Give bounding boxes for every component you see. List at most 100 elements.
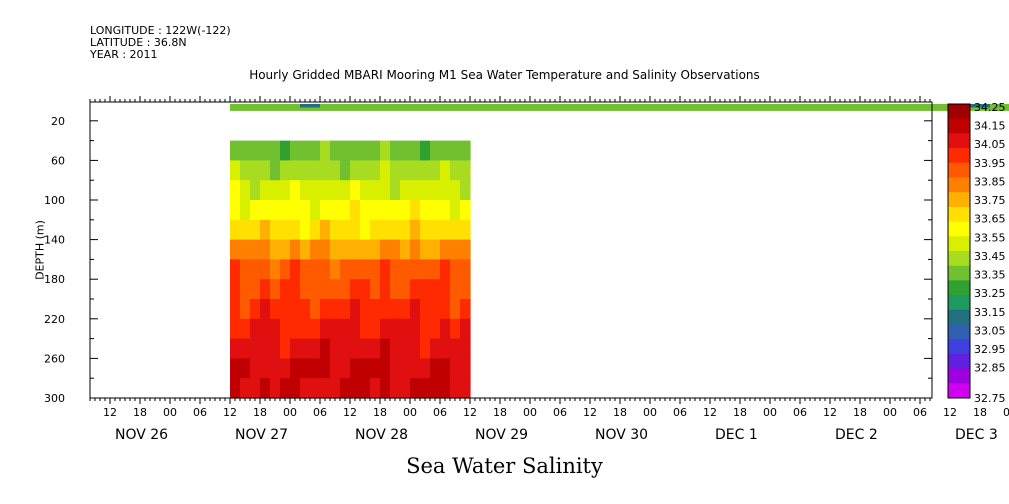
salinity-cell [360, 140, 371, 162]
salinity-cell [440, 358, 451, 379]
salinity-cell [430, 259, 441, 280]
salinity-cell [420, 318, 431, 340]
salinity-cell [270, 259, 281, 280]
salinity-cell [260, 200, 271, 221]
year-label: YEAR : 2011 [90, 48, 158, 61]
salinity-cell [230, 140, 241, 162]
salinity-cell [230, 358, 241, 379]
salinity-cell [310, 219, 321, 241]
salinity-cell [310, 279, 321, 300]
colorbar-swatch [948, 383, 970, 399]
salinity-cell [400, 279, 411, 300]
salinity-cell [230, 259, 241, 280]
salinity-cell [290, 180, 301, 201]
salinity-cell [390, 358, 401, 379]
x-hour-label: 00 [883, 406, 897, 419]
y-tick-label: 140 [44, 234, 65, 247]
salinity-cell [320, 279, 331, 300]
salinity-cell [350, 318, 361, 340]
salinity-cell [410, 239, 421, 261]
y-tick-label: 60 [51, 154, 65, 167]
salinity-cell [240, 338, 251, 360]
salinity-cell [390, 200, 401, 221]
salinity-cell [380, 338, 391, 360]
salinity-cell [360, 358, 371, 379]
salinity-cell [330, 140, 341, 162]
salinity-cell [420, 239, 431, 261]
salinity-cell [300, 338, 311, 360]
salinity-cell [330, 219, 341, 241]
colorbar-label: 33.65 [974, 213, 1006, 226]
salinity-cell [370, 200, 381, 221]
colorbar-swatch [948, 118, 970, 134]
salinity-cell [450, 299, 461, 320]
salinity-cell [450, 318, 461, 340]
x-hour-label: 18 [733, 406, 747, 419]
salinity-cell [290, 200, 301, 221]
salinity-cell [440, 318, 451, 340]
salinity-cell [300, 318, 311, 340]
salinity-cell [270, 140, 281, 162]
surface-fresh-patch [970, 103, 990, 108]
salinity-cell [350, 140, 361, 162]
salinity-cell [400, 318, 411, 340]
salinity-cell [370, 140, 381, 162]
y-tick-label: 180 [44, 273, 65, 286]
colorbar-swatch [948, 339, 970, 355]
colorbar-label: 34.25 [974, 101, 1006, 114]
salinity-cell [230, 378, 241, 399]
salinity-cell [370, 219, 381, 241]
salinity-cell [410, 160, 421, 181]
salinity-cell [250, 200, 261, 221]
salinity-cell [370, 318, 381, 340]
salinity-cell [290, 160, 301, 181]
salinity-cell [430, 160, 441, 181]
salinity-cell [370, 259, 381, 280]
colorbar-label: 33.25 [974, 287, 1006, 300]
colorbar-label: 33.75 [974, 194, 1006, 207]
salinity-cell [300, 358, 311, 379]
salinity-cell [280, 219, 291, 241]
salinity-cell [300, 239, 311, 261]
salinity-cell [280, 160, 291, 181]
salinity-cell [390, 180, 401, 201]
salinity-cell [400, 219, 411, 241]
colorbar-swatch [948, 162, 970, 178]
salinity-cell [440, 200, 451, 221]
salinity-cell [460, 200, 471, 221]
salinity-cell [230, 279, 241, 300]
salinity-cell [260, 299, 271, 320]
salinity-cell [420, 140, 431, 162]
x-hour-label: 00 [163, 406, 177, 419]
salinity-cell [290, 338, 301, 360]
salinity-cell [450, 219, 461, 241]
salinity-cell [340, 219, 351, 241]
salinity-cell [250, 239, 261, 261]
colorbar-label: 33.05 [974, 324, 1006, 337]
salinity-cell [300, 200, 311, 221]
salinity-cell [420, 160, 431, 181]
salinity-cell [310, 338, 321, 360]
salinity-cell [370, 338, 381, 360]
salinity-cell [450, 160, 461, 181]
salinity-cell [410, 338, 421, 360]
salinity-cell [420, 200, 431, 221]
x-hour-label: 06 [313, 406, 327, 419]
colorbar-swatch [948, 206, 970, 223]
salinity-cell [330, 259, 341, 280]
salinity-cell [390, 219, 401, 241]
salinity-cell [360, 299, 371, 320]
salinity-cell [240, 358, 251, 379]
salinity-cell [240, 299, 251, 320]
x-hour-label: 18 [493, 406, 507, 419]
y-tick-label: 300 [44, 392, 65, 405]
salinity-cell [340, 200, 351, 221]
salinity-cell [260, 239, 271, 261]
salinity-cell [440, 239, 451, 261]
x-hour-label: 06 [673, 406, 687, 419]
salinity-cell [240, 279, 251, 300]
salinity-cell [350, 279, 361, 300]
x-day-label: NOV 29 [475, 427, 528, 443]
salinity-cell [310, 160, 321, 181]
salinity-cell [250, 378, 261, 399]
